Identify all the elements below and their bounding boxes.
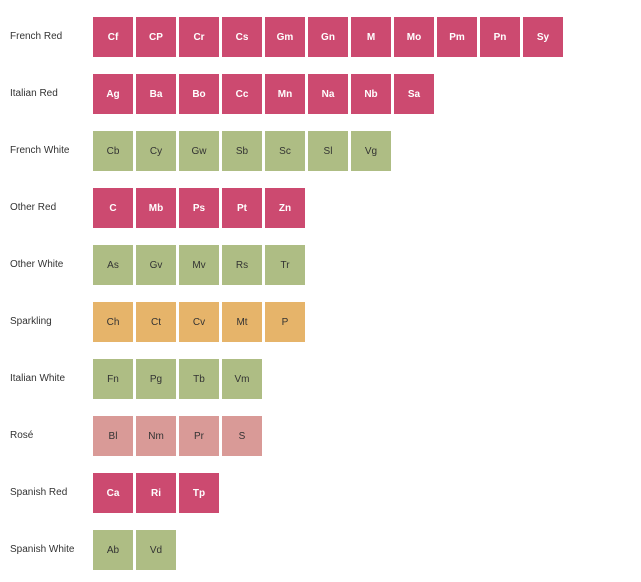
wine-tile[interactable]: CP [136, 17, 176, 57]
wine-tile[interactable]: Gn [308, 17, 348, 57]
wine-tile[interactable]: Ab [93, 530, 133, 570]
wine-tile[interactable]: Na [308, 74, 348, 114]
wine-tile[interactable]: Fn [93, 359, 133, 399]
wine-tile[interactable]: Nm [136, 416, 176, 456]
wine-tile[interactable]: Pn [480, 17, 520, 57]
wine-tile[interactable]: Sy [523, 17, 563, 57]
wine-tile[interactable]: Vg [351, 131, 391, 171]
wine-tile[interactable]: Ri [136, 473, 176, 513]
row-label: Italian Red [10, 88, 58, 99]
row-label: Spanish Red [10, 487, 68, 498]
wine-tile[interactable]: Ca [93, 473, 133, 513]
wine-tile[interactable]: Cr [179, 17, 219, 57]
wine-tile[interactable]: Mo [394, 17, 434, 57]
row-label: Italian White [10, 373, 66, 384]
wine-tile[interactable]: Sa [394, 74, 434, 114]
wine-tile[interactable]: Mb [136, 188, 176, 228]
wine-tile[interactable]: Nb [351, 74, 391, 114]
wine-tile[interactable]: Sc [265, 131, 305, 171]
wine-tile[interactable]: Pg [136, 359, 176, 399]
wine-tile[interactable]: Bo [179, 74, 219, 114]
wine-tile[interactable]: Cf [93, 17, 133, 57]
wine-tile[interactable]: As [93, 245, 133, 285]
wine-tile[interactable]: Vm [222, 359, 262, 399]
wine-tile[interactable]: Gm [265, 17, 305, 57]
wine-tile[interactable]: Bl [93, 416, 133, 456]
wine-tile[interactable]: Tr [265, 245, 305, 285]
wine-tile[interactable]: Cy [136, 131, 176, 171]
wine-tile[interactable]: Tb [179, 359, 219, 399]
wine-tile[interactable]: Cv [179, 302, 219, 342]
wine-tile[interactable]: Ch [93, 302, 133, 342]
wine-tile[interactable]: P [265, 302, 305, 342]
row-label: Other Red [10, 202, 57, 213]
wine-tile[interactable]: C [93, 188, 133, 228]
row-label: French White [10, 145, 70, 156]
wine-tile[interactable]: Mn [265, 74, 305, 114]
wine-tile[interactable]: Mv [179, 245, 219, 285]
wine-tile[interactable]: Gv [136, 245, 176, 285]
wine-tile[interactable]: Cs [222, 17, 262, 57]
wine-tile[interactable]: Zn [265, 188, 305, 228]
row-label: Spanish White [10, 544, 75, 555]
row-label: French Red [10, 31, 63, 42]
wine-tile[interactable]: M [351, 17, 391, 57]
wine-tile[interactable]: Tp [179, 473, 219, 513]
wine-tile[interactable]: Pm [437, 17, 477, 57]
wine-tile[interactable]: Cb [93, 131, 133, 171]
wine-tile[interactable]: Ba [136, 74, 176, 114]
wine-tile[interactable]: Vd [136, 530, 176, 570]
wine-tile[interactable]: Ag [93, 74, 133, 114]
row-label: Sparkling [10, 316, 52, 327]
wine-tile[interactable]: Pr [179, 416, 219, 456]
wine-tile[interactable]: Mt [222, 302, 262, 342]
wine-tile[interactable]: Pt [222, 188, 262, 228]
wine-tile[interactable]: Rs [222, 245, 262, 285]
wine-tile[interactable]: Sl [308, 131, 348, 171]
wine-tile[interactable]: Ps [179, 188, 219, 228]
row-label: Rosé [10, 430, 34, 441]
wine-tile[interactable]: Ct [136, 302, 176, 342]
wine-tile[interactable]: Gw [179, 131, 219, 171]
row-label: Other White [10, 259, 64, 270]
wine-tile[interactable]: Cc [222, 74, 262, 114]
wine-tile[interactable]: Sb [222, 131, 262, 171]
wine-tile[interactable]: S [222, 416, 262, 456]
